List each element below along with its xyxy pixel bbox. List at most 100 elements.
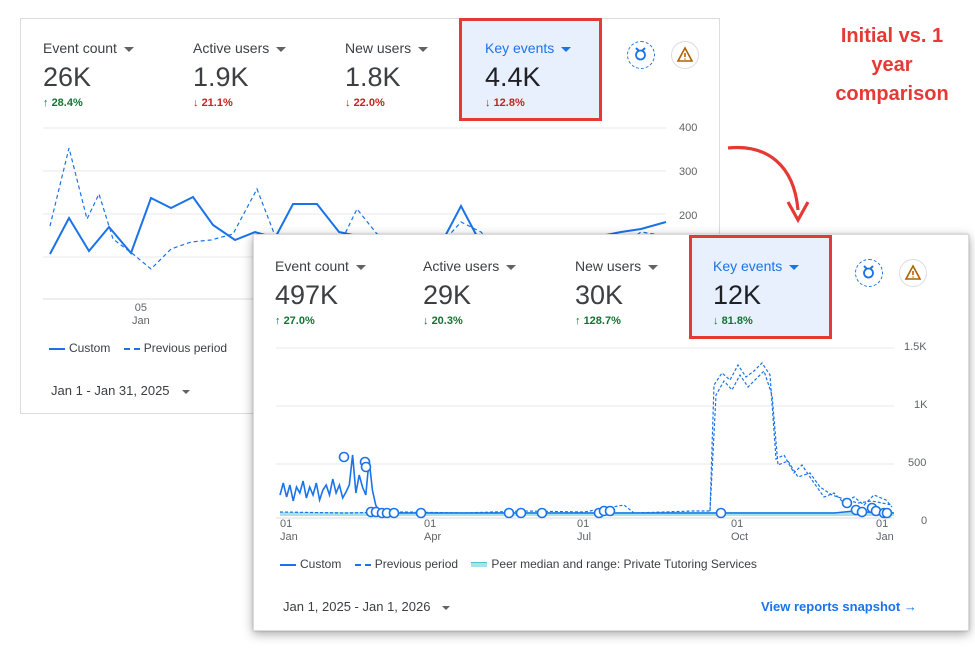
one-year-period-card: Event count 497K ↑ 27.0% Active users 29… (253, 234, 969, 631)
caret-down-icon (181, 389, 190, 394)
comparison-annotation: Initial vs. 1 year comparison (835, 25, 949, 105)
highlight-box (689, 235, 832, 339)
legend-custom: Custom (300, 557, 342, 571)
metric-delta: ↑ 28.4% (43, 97, 83, 109)
caret-down-icon (418, 46, 429, 52)
caret-down-icon (355, 264, 366, 270)
custom-line (279, 454, 894, 514)
metric-label: Event count (43, 40, 117, 56)
caret-down-icon (789, 264, 800, 270)
metric-label: Event count (275, 258, 349, 274)
legend-solid-swatch (280, 563, 296, 566)
metric-delta: ↓ 20.3% (423, 315, 463, 327)
annotation-marker (415, 507, 427, 519)
metric-label: Key events (485, 40, 555, 56)
date-range-picker[interactable]: Jan 1 - Jan 31, 2025 (51, 383, 190, 398)
metric-delta: ↑ 128.7% (575, 315, 621, 327)
legend: Custom Previous period Peer median and r… (280, 557, 757, 571)
metric-label: Active users (193, 40, 270, 56)
arrow-up-icon: ↑ (43, 97, 49, 109)
arrow-right-icon: → (903, 599, 917, 614)
one-year-line-chart (276, 347, 894, 519)
legend-peer: Peer median and range: Private Tutoring … (491, 557, 757, 571)
annotation-marker (515, 507, 527, 519)
annotation-marker (388, 507, 400, 519)
warning-icon[interactable] (899, 259, 927, 287)
caret-down-icon (123, 46, 134, 52)
metric-delta: ↓ 81.8% (713, 315, 753, 327)
previous-period-line (709, 369, 893, 512)
metric-new-users[interactable]: New users 1.8K ↓ 22.0% (345, 40, 429, 109)
legend-solid-swatch (49, 347, 65, 350)
date-range-text: Jan 1 - Jan 31, 2025 (51, 383, 170, 398)
curved-arrow-icon (727, 145, 810, 224)
metric-active-users[interactable]: Active users 29K ↓ 20.3% (423, 258, 517, 327)
caret-down-icon (648, 264, 659, 270)
metric-value: 1.9K (193, 62, 249, 92)
gridlines (276, 347, 894, 519)
y-tick-label: 400 (679, 122, 698, 134)
legend-custom: Custom (69, 341, 111, 355)
metric-label: Active users (423, 258, 500, 274)
metric-label: New users (575, 258, 642, 274)
metric-value: 12K (713, 280, 762, 310)
caret-down-icon (276, 46, 287, 52)
metric-value: 26K (43, 62, 92, 92)
legend-dashed-swatch (123, 347, 140, 350)
annotation-marker (503, 507, 515, 519)
arrow-up-icon: ↑ (575, 315, 581, 327)
metric-value: 30K (575, 280, 624, 310)
metric-delta: ↓ 22.0% (345, 97, 385, 109)
arrow-up-icon: ↑ (275, 315, 281, 327)
insights-badge-icon[interactable] (855, 259, 883, 287)
metric-delta: ↓ 21.1% (193, 97, 233, 109)
caret-down-icon (561, 46, 572, 52)
arrow-down-icon: ↓ (345, 97, 351, 109)
legend-previous: Previous period (143, 341, 228, 355)
y-tick-label: 1K (914, 399, 928, 411)
annotation-marker (360, 461, 372, 473)
y-tick-label: 300 (679, 166, 698, 178)
annotation-marker (338, 451, 350, 463)
y-tick-label: 1.5K (904, 341, 927, 353)
annotation-marker (604, 505, 616, 517)
x-tick-label: 01 Apr (424, 518, 442, 543)
annotation-marker (715, 507, 727, 519)
insights-badge-icon[interactable] (627, 41, 655, 69)
arrow-down-icon: ↓ (485, 97, 491, 109)
annotation-marker (536, 507, 548, 519)
legend-peer-swatch (471, 562, 488, 567)
metric-delta: ↑ 27.0% (275, 315, 315, 327)
caret-down-icon (442, 605, 451, 610)
legend-previous: Previous period (374, 557, 459, 571)
annotation-marker (841, 497, 853, 509)
annotation-marker (881, 507, 893, 519)
x-tick-label: 01 Jan (280, 518, 298, 543)
x-tick-label: 01 Jan (876, 518, 894, 543)
highlight-box (459, 18, 602, 121)
metric-label: New users (345, 40, 412, 56)
metric-label: Key events (713, 258, 783, 274)
warning-icon[interactable] (671, 41, 699, 69)
arrow-down-icon: ↓ (193, 97, 199, 109)
metric-key-events[interactable]: Key events 4.4K ↓ 12.8% (461, 20, 600, 119)
metric-active-users[interactable]: Active users 1.9K ↓ 21.1% (193, 40, 287, 109)
metric-event-count[interactable]: Event count 497K ↑ 27.0% (275, 258, 366, 327)
y-tick-label: 200 (679, 210, 698, 222)
legend: Custom Previous period (49, 341, 227, 355)
metric-value: 4.4K (485, 62, 541, 92)
metric-value: 1.8K (345, 62, 401, 92)
view-reports-snapshot-link[interactable]: View reports snapshot → (761, 599, 917, 614)
x-tick-label: 01 Jul (577, 518, 592, 543)
x-tick-label: 05 Jan (132, 302, 150, 327)
metric-new-users[interactable]: New users 30K ↑ 128.7% (575, 258, 659, 327)
metric-value: 29K (423, 280, 472, 310)
arrow-down-icon: ↓ (713, 315, 719, 327)
date-range-picker[interactable]: Jan 1, 2025 - Jan 1, 2026 (283, 599, 451, 614)
annotation-marker (856, 506, 868, 518)
arrow-down-icon: ↓ (423, 315, 429, 327)
metric-key-events[interactable]: Key events 12K ↓ 81.8% (691, 237, 830, 337)
metric-value: 497K (275, 280, 339, 310)
date-range-text: Jan 1, 2025 - Jan 1, 2026 (283, 599, 431, 614)
metric-event-count[interactable]: Event count 26K ↑ 28.4% (43, 40, 134, 109)
